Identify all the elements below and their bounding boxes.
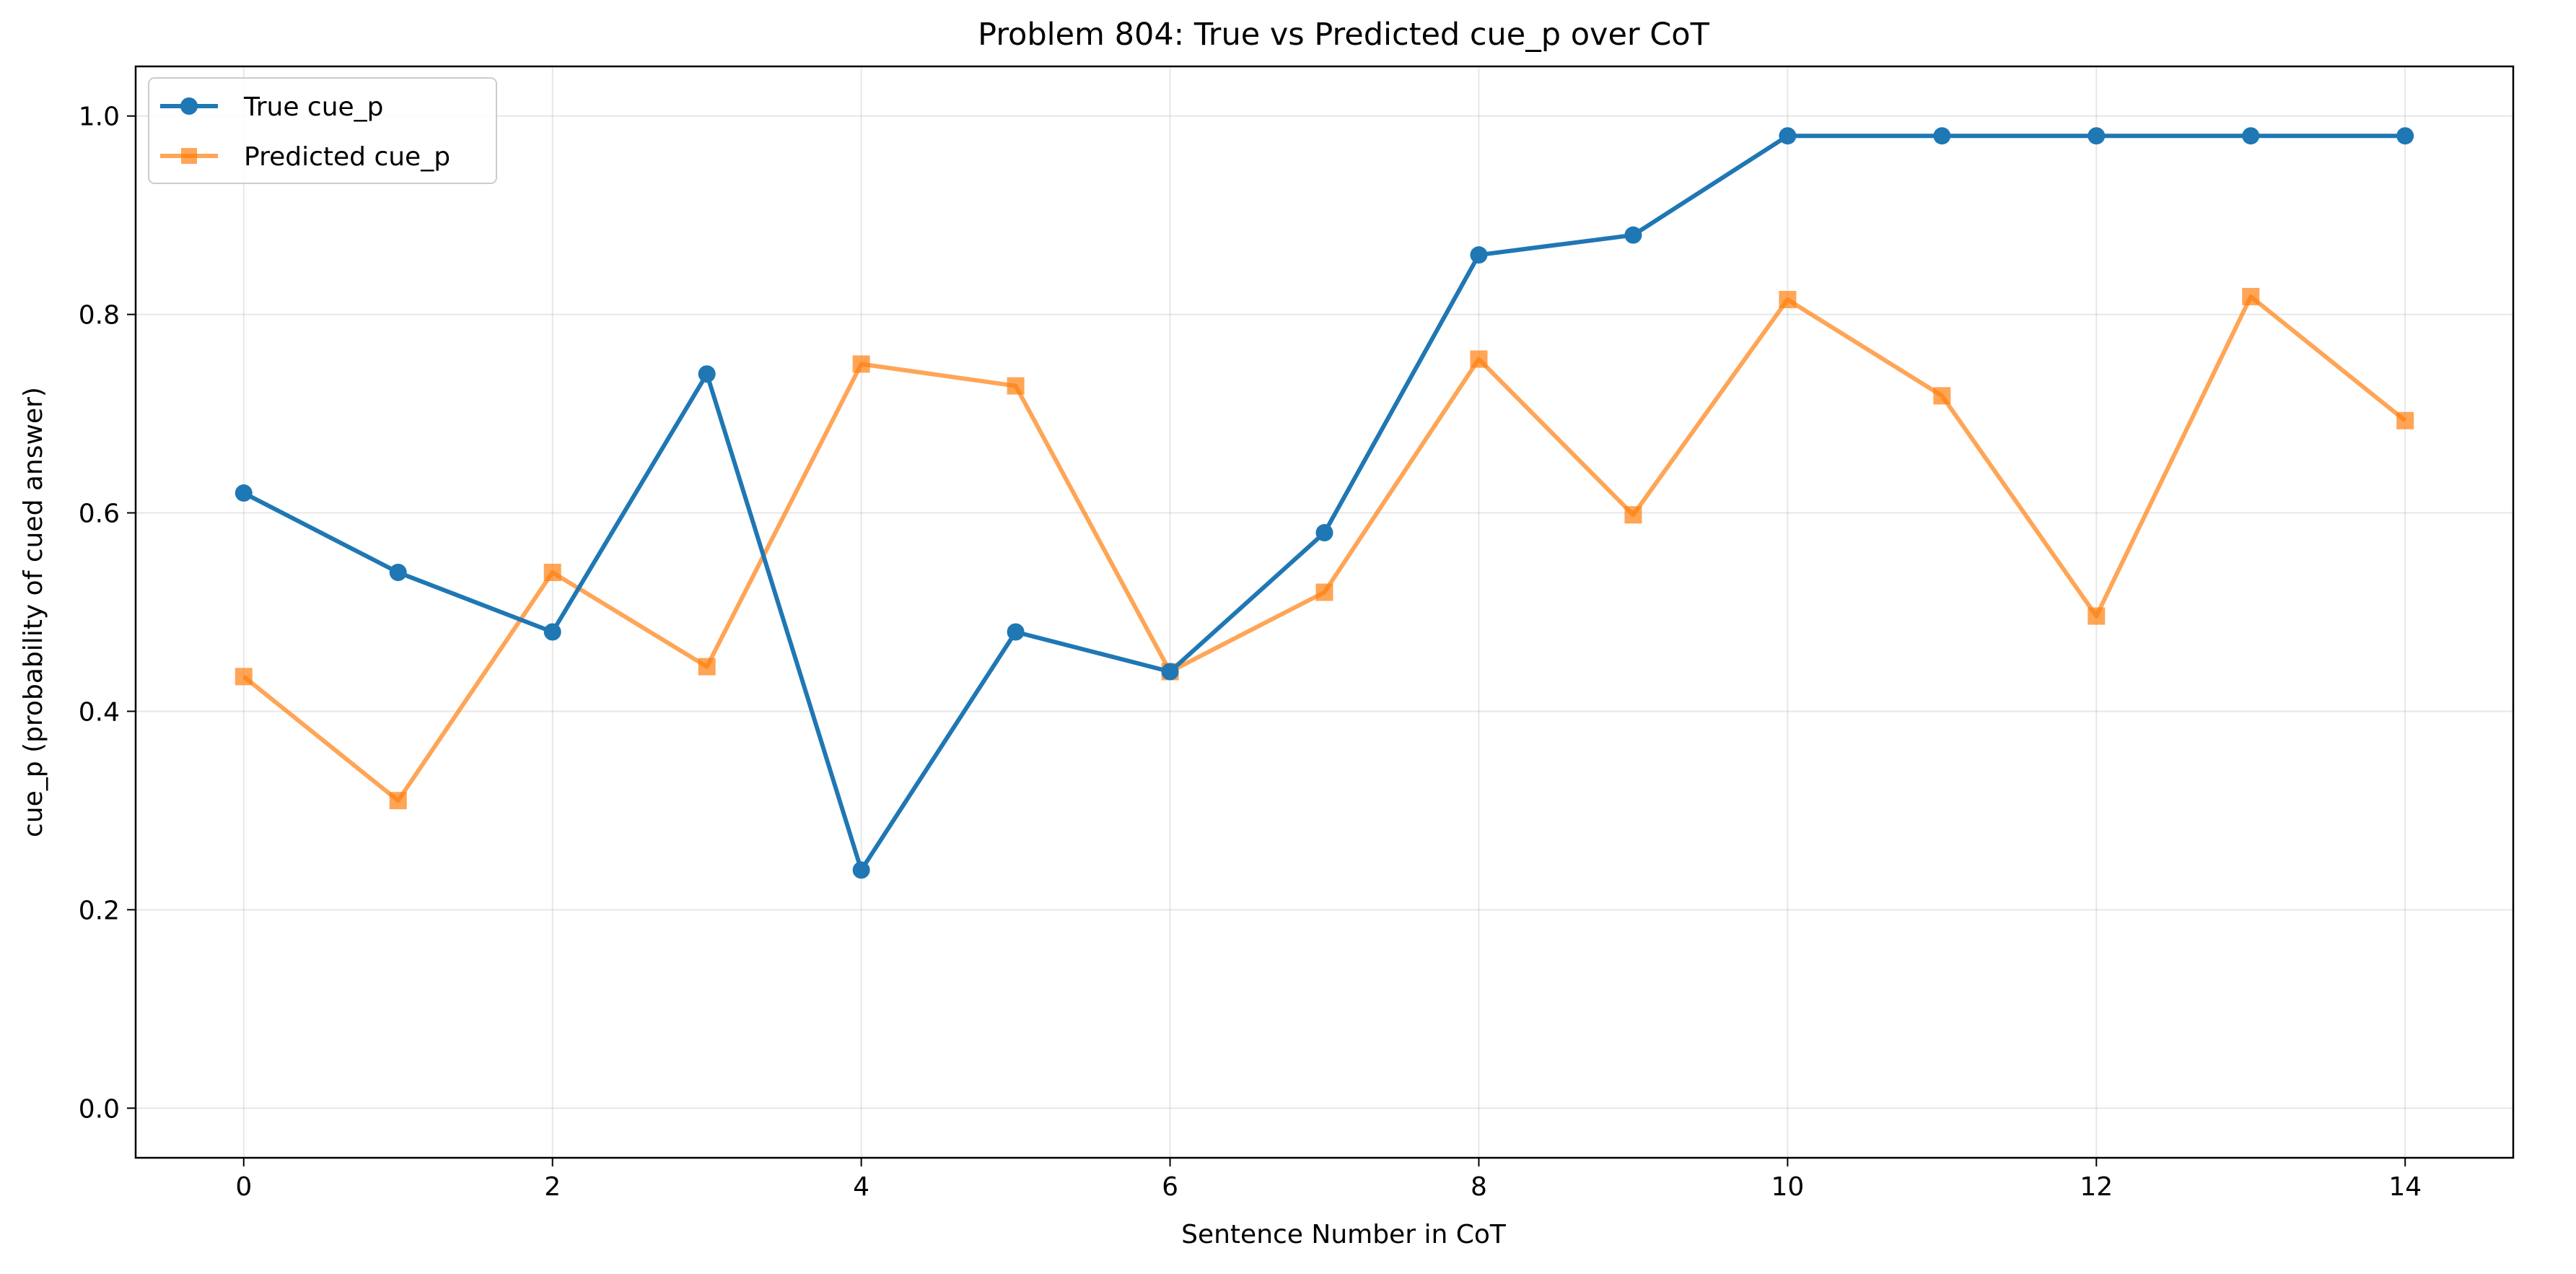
y-tick-label: 0.8 [79, 301, 120, 331]
true-cue-p-point [1007, 623, 1025, 641]
true-cue-p-point [1161, 663, 1179, 681]
series-layer [235, 127, 2414, 879]
predicted-cue-p-point [2396, 411, 2414, 429]
true-cue-p-point [2087, 127, 2106, 145]
predicted-cue-p-point [543, 564, 561, 582]
true-cue-p-point [1779, 127, 1797, 145]
y-tick-label: 0.6 [79, 499, 120, 529]
legend-true-marker [180, 97, 198, 115]
true-cue-p-point [2242, 127, 2260, 145]
x-tick-label: 2 [544, 1172, 561, 1202]
true-cue-p-point [389, 564, 407, 582]
predicted-cue-p-point [389, 792, 407, 810]
x-tick-label: 8 [1471, 1172, 1487, 1202]
grid-lines [136, 66, 2513, 1158]
y-tick-label: 0.4 [79, 697, 120, 727]
plot-frame [134, 65, 2515, 1159]
y-tick-label: 0.2 [79, 896, 120, 925]
axis-ticks: 0 2 4 6 8 10 12 14 0.0 0.2 0.4 0.6 0.8 1.0 [79, 102, 2422, 1202]
true-cue-p-point [1315, 524, 1333, 542]
x-tick-label: 0 [235, 1172, 252, 1202]
true-cue-p-point [1933, 127, 1951, 145]
true-cue-p-point [698, 365, 716, 383]
predicted-cue-p-point [1933, 387, 1951, 405]
y-axis-title: cue_p (probability of cued answer) [19, 387, 48, 837]
predicted-cue-p-point [235, 668, 253, 686]
legend-predicted-marker [181, 148, 197, 164]
legend-box [148, 77, 497, 184]
true-cue-p-point [543, 623, 561, 641]
predicted-cue-p-point [852, 355, 870, 373]
x-tick-label: 6 [1162, 1172, 1178, 1202]
true-cue-p-point [852, 861, 870, 879]
predicted-cue-p-point [1779, 291, 1797, 309]
predicted-cue-p-point [2242, 287, 2260, 305]
x-tick-label: 4 [853, 1172, 869, 1202]
y-tick-label: 0.0 [79, 1094, 120, 1124]
x-axis-title: Sentence Number in CoT [1181, 1220, 1507, 1249]
true-cue-p-point [235, 484, 253, 502]
true-cue-p-point [2396, 127, 2414, 145]
x-tick-label: 14 [2388, 1172, 2422, 1202]
legend-predicted-label: Predicted cue_p [244, 142, 450, 172]
legend-true-label: True cue_p [243, 92, 384, 122]
x-tick-label: 10 [1771, 1172, 1804, 1202]
x-tick-label: 12 [2080, 1172, 2113, 1202]
predicted-cue-p-point [1624, 506, 1642, 524]
chart-title: Problem 804: True vs Predicted cue_p ove… [978, 17, 1709, 53]
y-tick-label: 1.0 [79, 102, 120, 132]
predicted-cue-p-point [1315, 583, 1333, 601]
predicted-cue-p-point [1470, 350, 1488, 368]
predicted-cue-p-point [2087, 607, 2106, 625]
true-cue-p-point [1470, 246, 1488, 264]
predicted-cue-p-point [698, 658, 716, 676]
predicted-cue-p-point [1007, 377, 1025, 395]
legend: True cue_p Predicted cue_p [148, 77, 497, 184]
true-cue-p-point [1624, 226, 1642, 244]
